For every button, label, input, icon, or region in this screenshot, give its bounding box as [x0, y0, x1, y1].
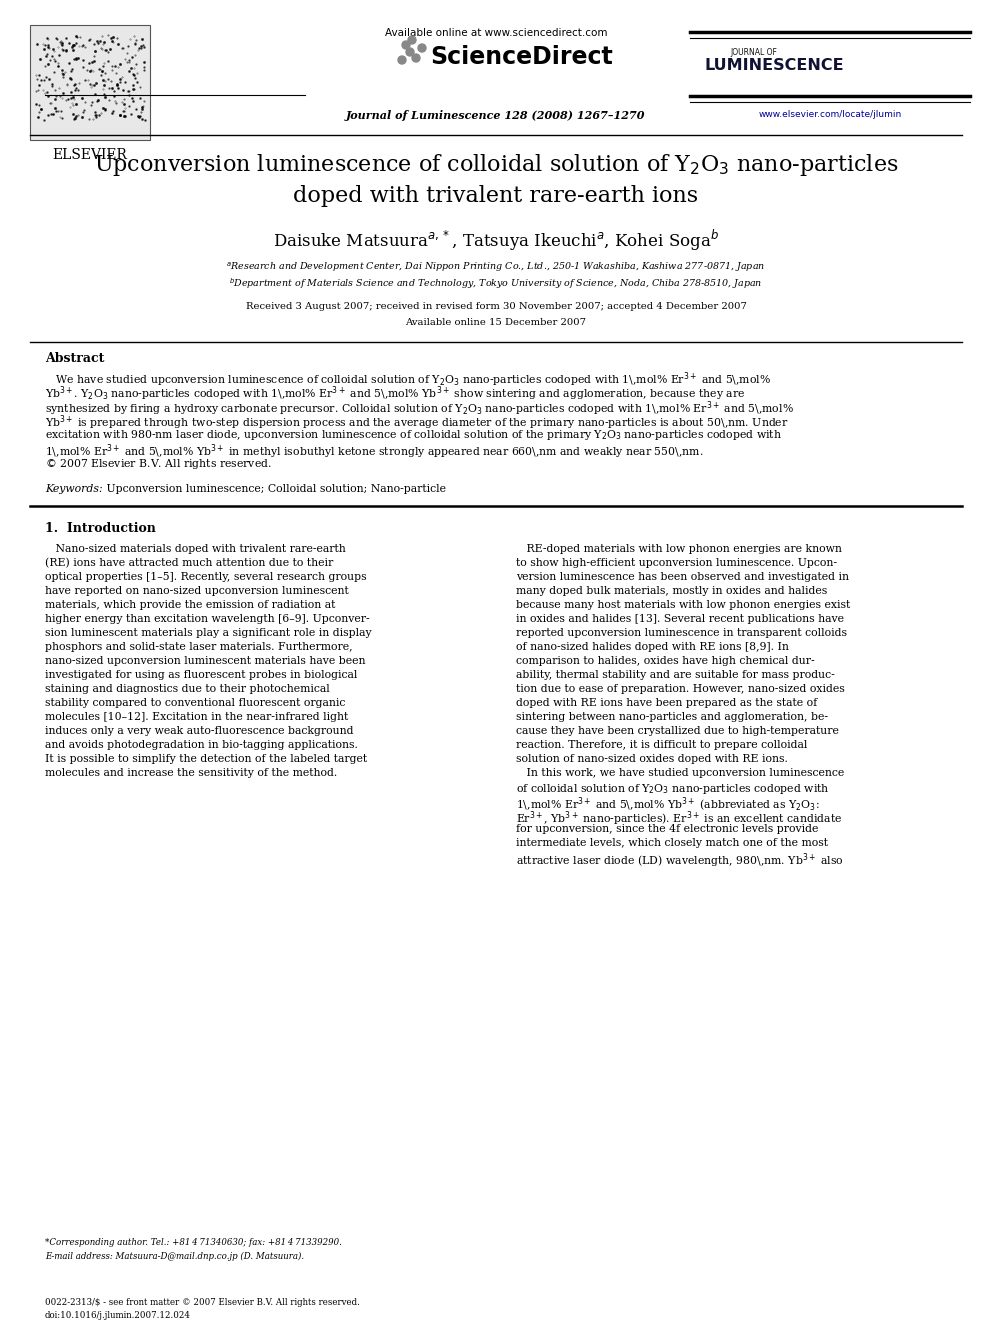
Circle shape — [402, 41, 410, 49]
Text: optical properties [1–5]. Recently, several research groups: optical properties [1–5]. Recently, seve… — [45, 572, 367, 582]
Text: phosphors and solid-state laser materials. Furthermore,: phosphors and solid-state laser material… — [45, 642, 352, 651]
Text: induces only a very weak auto-fluorescence background: induces only a very weak auto-fluorescen… — [45, 725, 353, 736]
Text: www.elsevier.com/locate/jlumin: www.elsevier.com/locate/jlumin — [758, 110, 902, 119]
Text: of nano-sized halides doped with RE ions [8,9]. In: of nano-sized halides doped with RE ions… — [516, 642, 789, 651]
Text: Abstract: Abstract — [45, 352, 104, 365]
Text: Upconversion luminescence; Colloidal solution; Nano-particle: Upconversion luminescence; Colloidal sol… — [103, 483, 446, 493]
Text: 1\,mol% Er$^{3+}$ and 5\,mol% Yb$^{3+}$ in methyl isobuthyl ketone strongly appe: 1\,mol% Er$^{3+}$ and 5\,mol% Yb$^{3+}$ … — [45, 442, 703, 462]
Text: of colloidal solution of Y$_2$O$_3$ nano-particles codoped with: of colloidal solution of Y$_2$O$_3$ nano… — [516, 782, 829, 795]
Text: ability, thermal stability and are suitable for mass produc-: ability, thermal stability and are suita… — [516, 669, 834, 680]
Text: nano-sized upconversion luminescent materials have been: nano-sized upconversion luminescent mate… — [45, 655, 365, 665]
Text: stability compared to conventional fluorescent organic: stability compared to conventional fluor… — [45, 697, 345, 708]
Text: Available online 15 December 2007: Available online 15 December 2007 — [406, 318, 586, 327]
Text: Nano-sized materials doped with trivalent rare-earth: Nano-sized materials doped with trivalen… — [45, 544, 346, 553]
Text: cause they have been crystallized due to high-temperature: cause they have been crystallized due to… — [516, 725, 839, 736]
Text: reported upconversion luminescence in transparent colloids: reported upconversion luminescence in tr… — [516, 627, 847, 638]
Text: to show high-efficient upconversion luminescence. Upcon-: to show high-efficient upconversion lumi… — [516, 557, 837, 568]
Text: Keywords:: Keywords: — [45, 483, 102, 493]
Text: ELSEVIER: ELSEVIER — [53, 148, 127, 161]
Text: attractive laser diode (LD) wavelength, 980\,nm. Yb$^{3+}$ also: attractive laser diode (LD) wavelength, … — [516, 852, 843, 871]
Text: Journal of Luminescence 128 (2008) 1267–1270: Journal of Luminescence 128 (2008) 1267–… — [346, 110, 646, 120]
Text: solution of nano-sized oxides doped with RE ions.: solution of nano-sized oxides doped with… — [516, 754, 788, 763]
Text: excitation with 980-nm laser diode, upconversion luminescence of colloidal solut: excitation with 980-nm laser diode, upco… — [45, 429, 782, 442]
Text: many doped bulk materials, mostly in oxides and halides: many doped bulk materials, mostly in oxi… — [516, 586, 827, 595]
Text: (RE) ions have attracted much attention due to their: (RE) ions have attracted much attention … — [45, 557, 333, 568]
Text: version luminescence has been observed and investigated in: version luminescence has been observed a… — [516, 572, 849, 582]
Circle shape — [408, 36, 416, 44]
Text: $\copyright$ 2007 Elsevier B.V. All rights reserved.: $\copyright$ 2007 Elsevier B.V. All righ… — [45, 456, 272, 471]
FancyBboxPatch shape — [30, 25, 150, 140]
Text: have reported on nano-sized upconversion luminescent: have reported on nano-sized upconversion… — [45, 586, 349, 595]
Text: Yb$^{3+}$. Y$_2$O$_3$ nano-particles codoped with 1\,mol% Er$^{3+}$ and 5\,mol% : Yb$^{3+}$. Y$_2$O$_3$ nano-particles cod… — [45, 385, 745, 404]
Text: because many host materials with low phonon energies exist: because many host materials with low pho… — [516, 599, 850, 610]
Text: molecules [10–12]. Excitation in the near-infrared light: molecules [10–12]. Excitation in the nea… — [45, 712, 348, 721]
Text: It is possible to simplify the detection of the labeled target: It is possible to simplify the detection… — [45, 754, 367, 763]
Text: doped with RE ions have been prepared as the state of: doped with RE ions have been prepared as… — [516, 697, 817, 708]
Text: materials, which provide the emission of radiation at: materials, which provide the emission of… — [45, 599, 335, 610]
Text: molecules and increase the sensitivity of the method.: molecules and increase the sensitivity o… — [45, 767, 337, 778]
Text: Yb$^{3+}$ is prepared through two-step dispersion process and the average diamet: Yb$^{3+}$ is prepared through two-step d… — [45, 414, 789, 433]
Text: doped with trivalent rare-earth ions: doped with trivalent rare-earth ions — [294, 185, 698, 206]
Text: for upconversion, since the 4f electronic levels provide: for upconversion, since the 4f electroni… — [516, 823, 818, 833]
Text: Upconversion luminescence of colloidal solution of Y$_2$O$_3$ nano-particles: Upconversion luminescence of colloidal s… — [94, 152, 898, 179]
Text: $^b$Department of Materials Science and Technology, Tokyo University of Science,: $^b$Department of Materials Science and … — [229, 277, 763, 291]
Text: doi:10.1016/j.jlumin.2007.12.024: doi:10.1016/j.jlumin.2007.12.024 — [45, 1311, 190, 1320]
Text: comparison to halides, oxides have high chemical dur-: comparison to halides, oxides have high … — [516, 655, 814, 665]
Text: ScienceDirect: ScienceDirect — [430, 45, 613, 69]
Text: tion due to ease of preparation. However, nano-sized oxides: tion due to ease of preparation. However… — [516, 684, 845, 693]
Text: E-mail address: Matsuura-D@mail.dnp.co.jp (D. Matsuura).: E-mail address: Matsuura-D@mail.dnp.co.j… — [45, 1252, 305, 1261]
Text: In this work, we have studied upconversion luminescence: In this work, we have studied upconversi… — [516, 767, 844, 778]
Text: Daisuke Matsuura$^{a,*}$, Tatsuya Ikeuchi$^{a}$, Kohei Soga$^{b}$: Daisuke Matsuura$^{a,*}$, Tatsuya Ikeuch… — [273, 228, 719, 253]
Text: reaction. Therefore, it is difficult to prepare colloidal: reaction. Therefore, it is difficult to … — [516, 740, 807, 750]
Text: RE-doped materials with low phonon energies are known: RE-doped materials with low phonon energ… — [516, 544, 842, 553]
Text: higher energy than excitation wavelength [6–9]. Upconver-: higher energy than excitation wavelength… — [45, 614, 370, 623]
Text: intermediate levels, which closely match one of the most: intermediate levels, which closely match… — [516, 837, 828, 848]
Text: $^a$Research and Development Center, Dai Nippon Printing Co., Ltd., 250-1 Wakash: $^a$Research and Development Center, Dai… — [226, 261, 766, 274]
Text: staining and diagnostics due to their photochemical: staining and diagnostics due to their ph… — [45, 684, 329, 693]
Text: 1.  Introduction: 1. Introduction — [45, 521, 156, 534]
Text: investigated for using as fluorescent probes in biological: investigated for using as fluorescent pr… — [45, 669, 357, 680]
Text: sintering between nano-particles and agglomeration, be-: sintering between nano-particles and agg… — [516, 712, 828, 721]
Text: Received 3 August 2007; received in revised form 30 November 2007; accepted 4 De: Received 3 August 2007; received in revi… — [246, 302, 746, 311]
Circle shape — [412, 54, 420, 62]
Text: Available online at www.sciencedirect.com: Available online at www.sciencedirect.co… — [385, 28, 607, 38]
Text: We have studied upconversion luminescence of colloidal solution of Y$_2$O$_3$ na: We have studied upconversion luminescenc… — [45, 370, 771, 389]
Text: LUMINESCENCE: LUMINESCENCE — [705, 58, 844, 73]
Text: Er$^{3+}$, Yb$^{3+}$ nano-particles). Er$^{3+}$ is an excellent candidate: Er$^{3+}$, Yb$^{3+}$ nano-particles). Er… — [516, 810, 842, 828]
Text: 0022-2313/$ - see front matter © 2007 Elsevier B.V. All rights reserved.: 0022-2313/$ - see front matter © 2007 El… — [45, 1298, 360, 1307]
Text: 1\,mol% Er$^{3+}$ and 5\,mol% Yb$^{3+}$ (abbreviated as Y$_2$O$_3$:: 1\,mol% Er$^{3+}$ and 5\,mol% Yb$^{3+}$ … — [516, 795, 819, 814]
Circle shape — [398, 56, 406, 64]
Text: *Corresponding author. Tel.: +81 4 71340630; fax: +81 4 71339290.: *Corresponding author. Tel.: +81 4 71340… — [45, 1238, 342, 1248]
Circle shape — [406, 48, 414, 56]
Text: synthesized by firing a hydroxy carbonate precursor. Colloidal solution of Y$_2$: synthesized by firing a hydroxy carbonat… — [45, 400, 794, 418]
Circle shape — [418, 44, 426, 52]
Text: in oxides and halides [13]. Several recent publications have: in oxides and halides [13]. Several rece… — [516, 614, 844, 623]
Text: JOURNAL OF: JOURNAL OF — [730, 48, 777, 57]
Text: and avoids photodegradation in bio-tagging applications.: and avoids photodegradation in bio-taggi… — [45, 740, 358, 750]
Text: sion luminescent materials play a significant role in display: sion luminescent materials play a signif… — [45, 627, 372, 638]
